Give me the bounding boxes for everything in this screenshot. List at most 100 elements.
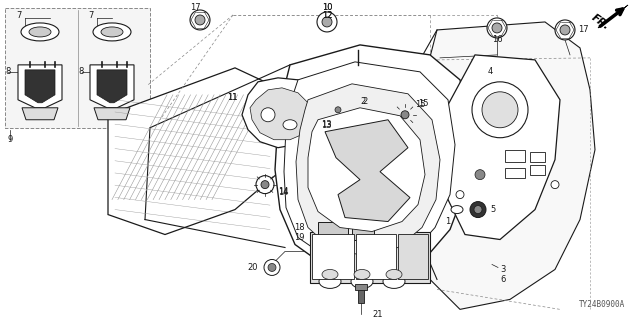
Text: TY24B0900A: TY24B0900A bbox=[579, 300, 625, 309]
Polygon shape bbox=[97, 70, 127, 103]
Text: 7: 7 bbox=[88, 12, 94, 20]
Text: 11: 11 bbox=[227, 93, 238, 102]
Bar bbox=[5, 8, 150, 128]
Bar bbox=[356, 234, 396, 279]
Ellipse shape bbox=[351, 275, 373, 288]
Polygon shape bbox=[598, 5, 628, 28]
Ellipse shape bbox=[451, 205, 463, 213]
Ellipse shape bbox=[93, 23, 131, 41]
Text: 16: 16 bbox=[492, 36, 502, 44]
Text: 12: 12 bbox=[322, 12, 332, 20]
Circle shape bbox=[268, 263, 276, 271]
Circle shape bbox=[264, 260, 280, 276]
Polygon shape bbox=[94, 108, 130, 120]
Text: 20: 20 bbox=[248, 263, 258, 272]
Text: FR.: FR. bbox=[589, 12, 611, 32]
Bar bbox=[398, 234, 428, 279]
Circle shape bbox=[487, 18, 507, 38]
Polygon shape bbox=[25, 70, 55, 103]
Polygon shape bbox=[284, 62, 455, 268]
Bar bbox=[318, 221, 348, 239]
Bar bbox=[355, 284, 367, 291]
Text: 11: 11 bbox=[227, 93, 238, 102]
Circle shape bbox=[474, 205, 482, 213]
Bar bbox=[530, 152, 545, 162]
Ellipse shape bbox=[283, 120, 297, 130]
Text: 3: 3 bbox=[500, 265, 506, 274]
Text: 13: 13 bbox=[321, 120, 332, 129]
Ellipse shape bbox=[386, 269, 402, 279]
Circle shape bbox=[261, 180, 269, 188]
Ellipse shape bbox=[101, 27, 123, 37]
Text: 17: 17 bbox=[578, 25, 589, 35]
Circle shape bbox=[470, 202, 486, 218]
Text: 12: 12 bbox=[322, 12, 332, 20]
Text: 4: 4 bbox=[488, 67, 493, 76]
Bar bbox=[505, 168, 525, 178]
Circle shape bbox=[190, 10, 210, 30]
Text: 10: 10 bbox=[322, 4, 332, 12]
Text: 19: 19 bbox=[294, 233, 305, 242]
Bar bbox=[310, 232, 430, 284]
Ellipse shape bbox=[319, 275, 341, 288]
Polygon shape bbox=[325, 120, 410, 221]
Ellipse shape bbox=[383, 275, 405, 288]
Circle shape bbox=[396, 106, 414, 124]
Ellipse shape bbox=[29, 27, 51, 37]
Polygon shape bbox=[250, 88, 312, 140]
Polygon shape bbox=[242, 78, 328, 148]
Text: 21: 21 bbox=[372, 310, 383, 319]
Text: 13: 13 bbox=[321, 121, 332, 130]
Text: 1: 1 bbox=[445, 217, 451, 226]
Circle shape bbox=[401, 111, 409, 119]
Text: 7: 7 bbox=[17, 12, 22, 20]
Bar bbox=[530, 165, 545, 175]
Text: 9: 9 bbox=[8, 135, 13, 144]
Circle shape bbox=[195, 15, 205, 25]
Ellipse shape bbox=[354, 269, 370, 279]
Text: 8: 8 bbox=[78, 67, 83, 76]
Circle shape bbox=[475, 170, 485, 180]
Circle shape bbox=[331, 103, 345, 117]
Circle shape bbox=[472, 82, 528, 138]
Polygon shape bbox=[90, 65, 134, 108]
Polygon shape bbox=[445, 55, 560, 239]
Text: 18: 18 bbox=[294, 223, 305, 232]
Polygon shape bbox=[275, 45, 470, 279]
Text: 14: 14 bbox=[278, 187, 289, 196]
Circle shape bbox=[335, 107, 341, 113]
Polygon shape bbox=[18, 65, 62, 108]
Ellipse shape bbox=[322, 269, 338, 279]
Bar bbox=[352, 221, 374, 239]
Bar bbox=[505, 150, 525, 162]
Circle shape bbox=[482, 92, 518, 128]
Ellipse shape bbox=[21, 23, 59, 41]
Text: 15: 15 bbox=[415, 100, 426, 109]
Text: 6: 6 bbox=[500, 275, 506, 284]
Bar bbox=[358, 287, 364, 303]
Circle shape bbox=[551, 180, 559, 188]
Text: 8: 8 bbox=[5, 67, 10, 76]
Circle shape bbox=[560, 25, 570, 35]
Circle shape bbox=[261, 108, 275, 122]
Polygon shape bbox=[22, 108, 58, 120]
Text: 14: 14 bbox=[278, 188, 289, 197]
Circle shape bbox=[350, 97, 360, 107]
Text: 5: 5 bbox=[490, 205, 495, 214]
Circle shape bbox=[322, 17, 332, 27]
Circle shape bbox=[317, 12, 337, 32]
Polygon shape bbox=[308, 108, 425, 232]
Bar bbox=[312, 234, 354, 279]
Polygon shape bbox=[415, 22, 595, 309]
Text: 17: 17 bbox=[189, 4, 200, 12]
Circle shape bbox=[456, 191, 464, 199]
Circle shape bbox=[256, 176, 274, 194]
Text: 15: 15 bbox=[418, 99, 429, 108]
Circle shape bbox=[492, 23, 502, 33]
Text: 2: 2 bbox=[362, 97, 367, 106]
Polygon shape bbox=[108, 68, 282, 235]
Polygon shape bbox=[296, 84, 440, 255]
Text: 2: 2 bbox=[360, 97, 365, 106]
Text: 10: 10 bbox=[322, 4, 332, 12]
Circle shape bbox=[555, 20, 575, 40]
